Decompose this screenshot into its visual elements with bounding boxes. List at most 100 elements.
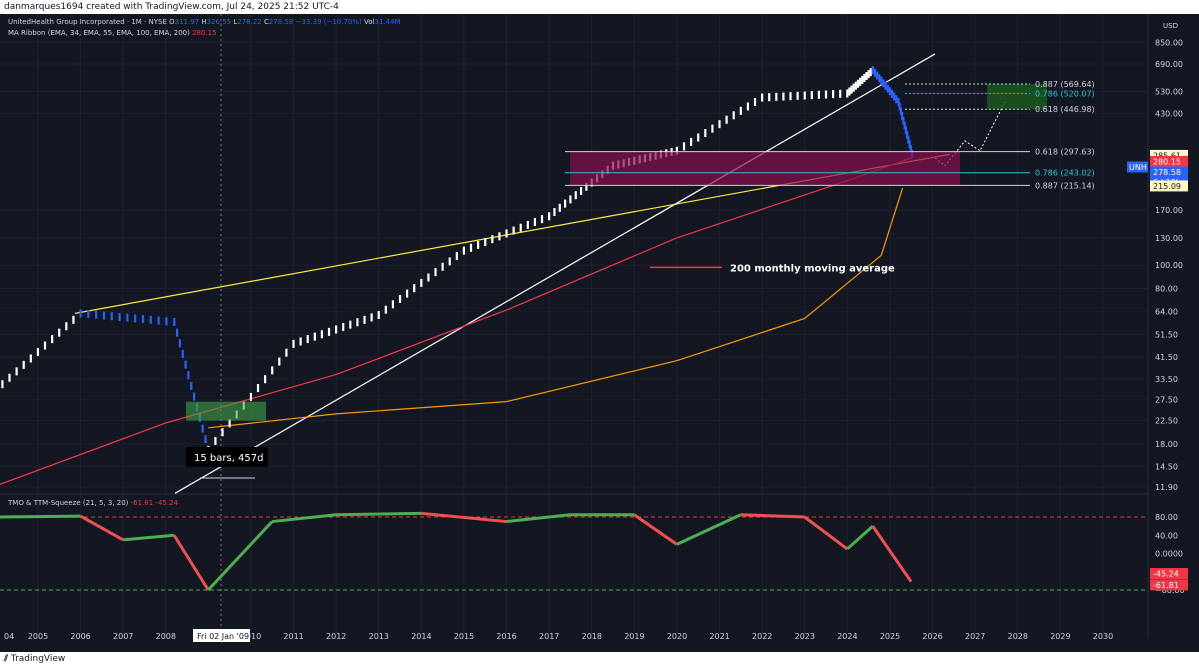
- candle: [498, 232, 501, 241]
- time-tick-label: 2027: [965, 632, 985, 641]
- candle: [1, 380, 4, 389]
- candle: [903, 121, 906, 130]
- footer-brand: TradingView: [10, 654, 66, 664]
- chart-panel[interactable]: 200 monthly moving average 15 bars, 457d …: [0, 14, 1199, 654]
- candle: [65, 322, 68, 331]
- crosshair-date-label: Fri 02 Jan '09: [197, 632, 249, 641]
- candle: [856, 79, 860, 88]
- candle: [850, 85, 853, 94]
- candle: [102, 311, 106, 320]
- header-text: danmarques1694 created with TradingView.…: [4, 2, 339, 12]
- grid: [0, 14, 1199, 654]
- osc-segment: [803, 515, 849, 551]
- candle: [888, 87, 892, 96]
- candle: [869, 68, 872, 77]
- osc-segment: [122, 533, 175, 542]
- candle: [204, 435, 207, 444]
- tag-osc-45-label: -45.24: [1153, 570, 1179, 579]
- candle: [886, 84, 889, 93]
- candle: [854, 81, 857, 90]
- time-tick-label: 2011: [283, 632, 303, 641]
- time-tick-label: 2014: [411, 632, 431, 641]
- fib-0786-upper-label: 0.786 (520.07): [1035, 89, 1095, 98]
- candle: [861, 75, 864, 84]
- time-tick-label: 2020: [667, 632, 687, 641]
- candle: [448, 257, 451, 266]
- candle: [909, 145, 912, 154]
- candle: [907, 135, 910, 144]
- candle: [349, 320, 352, 329]
- candle: [775, 92, 778, 101]
- tag-last-bg: [1150, 166, 1188, 178]
- candle: [890, 89, 894, 98]
- candle: [893, 92, 896, 101]
- candle: [880, 76, 883, 85]
- candle: [871, 66, 874, 75]
- target-zone: [987, 84, 1047, 110]
- candle: [746, 102, 750, 111]
- open-value: 311.97: [174, 18, 200, 26]
- candle: [149, 315, 152, 324]
- ma200-line: [0, 157, 912, 485]
- osc-segment: [846, 525, 874, 551]
- candle: [434, 268, 437, 277]
- candle: [484, 238, 487, 247]
- tradingview-logo-icon: ⫽: [4, 654, 9, 664]
- candle: [803, 91, 806, 100]
- volume-value: 31.44M: [374, 18, 401, 26]
- tag-280-label: 280.15: [1153, 157, 1181, 166]
- osc-tick-label: 80.00: [1155, 513, 1178, 522]
- candle: [904, 126, 907, 135]
- high-value: 326.55: [206, 18, 232, 26]
- candle: [427, 273, 430, 282]
- crosshair-date-box: [193, 629, 250, 642]
- candle: [141, 315, 145, 324]
- candle: [306, 335, 309, 344]
- osc-segment: [633, 513, 678, 546]
- candle: [901, 111, 904, 120]
- candle: [29, 354, 32, 363]
- time-tick-label: 2008: [156, 632, 176, 641]
- candle: [420, 278, 423, 287]
- price-tick-label: 33.50: [1155, 375, 1178, 384]
- candle: [462, 246, 466, 255]
- candle: [356, 318, 359, 327]
- candle: [157, 316, 160, 325]
- candle: [768, 93, 771, 102]
- bars-annotation: 15 bars, 457d: [194, 453, 264, 464]
- candle: [477, 240, 480, 249]
- candle: [43, 341, 47, 350]
- tag-osc-45-bg: [1150, 568, 1188, 580]
- candle: [824, 90, 828, 99]
- candle: [398, 294, 402, 303]
- candle: [193, 392, 196, 401]
- osc-segment: [871, 525, 913, 583]
- symbol-legend: UnitedHealth Group Incorporated · 1M · N…: [8, 18, 401, 26]
- candle: [859, 77, 862, 86]
- candle: [292, 339, 295, 348]
- price-tick-label: 430.00: [1155, 109, 1183, 118]
- candle: [739, 106, 742, 115]
- time-tick-label: 2026: [922, 632, 942, 641]
- price-tick-label: 690.00: [1155, 60, 1183, 69]
- time-tick-label: 2012: [326, 632, 346, 641]
- osc-segment: [0, 514, 81, 519]
- candle: [165, 317, 168, 326]
- time-tick-label: 2015: [454, 632, 474, 641]
- candle: [832, 90, 835, 99]
- candle: [79, 309, 82, 318]
- candle: [690, 137, 693, 146]
- candle: [899, 107, 903, 116]
- candle: [558, 203, 561, 212]
- candle: [732, 111, 735, 120]
- candle: [110, 312, 113, 321]
- ribbon-legend: MA Ribbon (EMA, 34, EMA, 55, EMA, 100, E…: [8, 29, 217, 37]
- candle: [512, 226, 515, 235]
- time-tick-label: 2007: [113, 632, 133, 641]
- candle: [271, 366, 274, 375]
- price-tick-label: 14.50: [1155, 462, 1178, 471]
- candle: [884, 82, 887, 91]
- time-tick-label: 2018: [582, 632, 602, 641]
- candle: [87, 310, 90, 319]
